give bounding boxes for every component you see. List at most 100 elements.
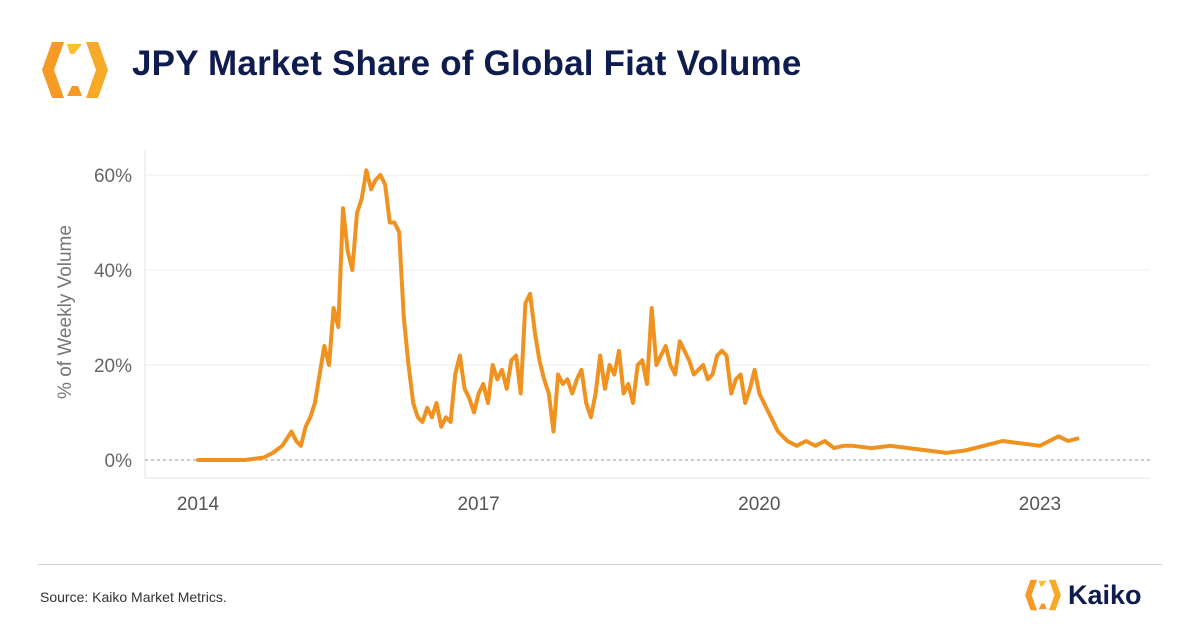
data-point — [841, 444, 846, 448]
brand-mark: Kaiko — [1024, 576, 1142, 614]
data-point — [420, 420, 425, 424]
data-point — [551, 429, 556, 434]
data-point — [486, 401, 490, 405]
brand-name: Kaiko — [1068, 579, 1142, 610]
data-point — [832, 446, 836, 450]
data-point — [1066, 439, 1070, 443]
x-tick-label: 2014 — [177, 494, 220, 515]
data-point — [537, 358, 542, 362]
data-point — [739, 372, 743, 377]
data-point — [869, 446, 874, 450]
data-point — [785, 439, 789, 443]
data-point — [481, 382, 485, 386]
data-point — [668, 363, 673, 367]
data-point — [622, 391, 626, 396]
y-tick-label: 40% — [94, 261, 132, 282]
data-point — [491, 363, 495, 367]
data-point — [509, 358, 513, 362]
data-point — [963, 448, 967, 453]
data-point — [449, 420, 453, 424]
data-point — [603, 387, 607, 391]
data-point — [406, 363, 411, 367]
x-tick-label: 2017 — [457, 494, 499, 515]
data-point — [505, 387, 509, 391]
data-point — [724, 353, 729, 358]
data-point — [926, 448, 930, 453]
data-point — [523, 301, 528, 305]
data-point — [542, 377, 546, 381]
data-point — [710, 372, 715, 377]
data-point — [467, 396, 471, 400]
y-tick-label: 0% — [105, 451, 133, 472]
data-point — [561, 382, 565, 386]
data-point — [261, 456, 266, 460]
data-point — [472, 410, 476, 415]
data-point — [1038, 444, 1042, 448]
data-point — [514, 353, 518, 358]
data-point — [944, 451, 949, 455]
data-point — [350, 268, 354, 272]
data-point — [392, 220, 396, 225]
data-point — [364, 168, 368, 172]
y-tick-label: 20% — [94, 356, 132, 377]
data-point — [608, 363, 612, 367]
series-line — [196, 168, 1080, 462]
data-point — [631, 401, 635, 405]
data-point — [556, 372, 560, 377]
data-point — [304, 425, 308, 429]
data-point — [579, 368, 584, 372]
data-point — [650, 306, 654, 310]
data-point — [271, 451, 275, 455]
data-point — [678, 339, 682, 343]
data-point — [612, 372, 616, 377]
data-point — [767, 410, 771, 415]
data-point — [528, 292, 532, 296]
data-point — [500, 368, 504, 372]
data-point — [355, 211, 359, 215]
data-point — [753, 368, 757, 372]
data-point — [411, 401, 415, 405]
data-point — [748, 387, 752, 391]
data-point — [1047, 439, 1051, 443]
data-point — [706, 377, 710, 381]
data-point — [458, 353, 462, 358]
x-tick-label: 2023 — [1019, 494, 1061, 515]
data-point — [640, 358, 644, 362]
data-point — [397, 230, 401, 234]
data-point — [299, 444, 303, 448]
data-point — [1075, 437, 1079, 441]
data-point — [318, 372, 322, 377]
footer-divider — [38, 564, 1162, 565]
data-point — [636, 363, 640, 367]
data-point — [444, 415, 448, 419]
data-point — [280, 444, 284, 448]
data-point — [729, 391, 733, 396]
data-point — [565, 377, 570, 381]
data-point — [1057, 434, 1061, 438]
data-point — [383, 182, 387, 187]
kaiko-logo-icon — [42, 42, 108, 98]
data-point — [813, 444, 818, 448]
data-point — [196, 458, 200, 462]
data-point — [804, 439, 808, 443]
data-point — [439, 425, 443, 429]
data-point — [425, 406, 429, 410]
data-point — [289, 429, 294, 434]
data-point — [378, 173, 382, 177]
data-point — [374, 178, 378, 182]
data-point — [360, 197, 364, 201]
data-point — [322, 344, 326, 348]
data-point — [313, 401, 317, 405]
data-point — [369, 187, 373, 191]
y-axis-label: % of Weekly Volume — [55, 225, 76, 399]
data-point — [720, 349, 724, 353]
data-point — [434, 401, 439, 405]
data-point — [673, 372, 677, 377]
data-point — [243, 458, 247, 462]
y-tick-label: 60% — [94, 166, 132, 187]
x-tick-label: 2020 — [738, 494, 780, 515]
data-point — [477, 391, 481, 396]
data-point — [463, 387, 467, 391]
data-point — [645, 382, 649, 386]
